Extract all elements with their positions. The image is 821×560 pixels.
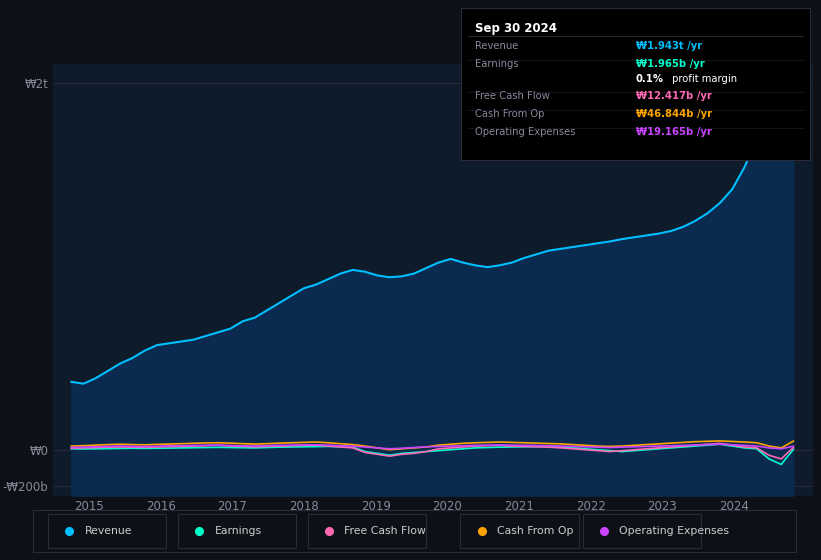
Text: Sep 30 2024: Sep 30 2024 [475, 22, 557, 35]
Text: Free Cash Flow: Free Cash Flow [475, 91, 550, 101]
Text: Cash From Op: Cash From Op [475, 109, 545, 119]
Text: Cash From Op: Cash From Op [497, 526, 574, 535]
Text: ₩46.844b /yr: ₩46.844b /yr [636, 109, 712, 119]
Text: Earnings: Earnings [214, 526, 262, 535]
Text: ₩1.943t /yr: ₩1.943t /yr [636, 41, 702, 51]
Text: Revenue: Revenue [85, 526, 132, 535]
Text: Operating Expenses: Operating Expenses [619, 526, 729, 535]
Text: profit margin: profit margin [669, 74, 737, 83]
Text: Earnings: Earnings [475, 59, 519, 69]
Text: Operating Expenses: Operating Expenses [475, 127, 576, 137]
Text: 0.1%: 0.1% [636, 74, 664, 83]
Text: ₩12.417b /yr: ₩12.417b /yr [636, 91, 712, 101]
Text: Free Cash Flow: Free Cash Flow [344, 526, 426, 535]
Text: Revenue: Revenue [475, 41, 519, 51]
Text: ₩1.965b /yr: ₩1.965b /yr [636, 59, 704, 69]
Text: ₩19.165b /yr: ₩19.165b /yr [636, 127, 712, 137]
